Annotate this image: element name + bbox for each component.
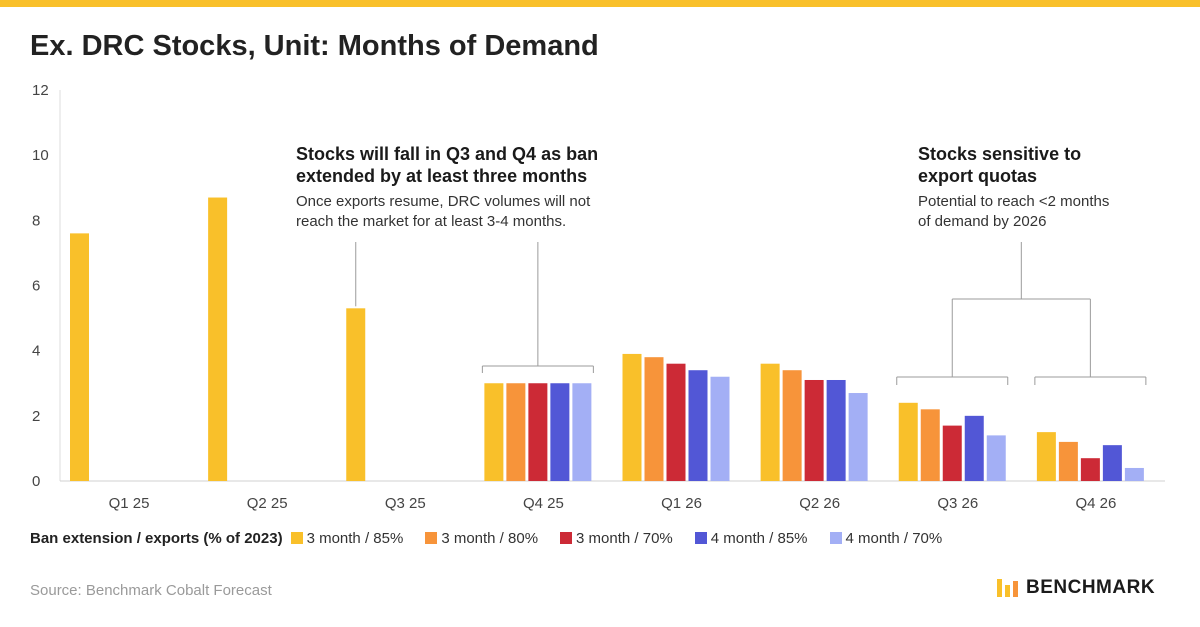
bar xyxy=(70,233,89,481)
bar xyxy=(710,376,730,481)
bar xyxy=(644,357,664,481)
legend-item-4m-70: 4 month / 70% xyxy=(829,529,943,547)
bar xyxy=(760,363,780,481)
bar xyxy=(826,379,846,481)
bar xyxy=(550,383,570,481)
x-tick-label: Q4 25 xyxy=(523,495,564,512)
annotation-body: of demand by 2026 xyxy=(918,213,1046,230)
annotation-body: reach the market for at least 3-4 months… xyxy=(296,213,566,230)
y-tick-label: 10 xyxy=(32,147,49,164)
top-accent-bar xyxy=(0,0,1200,7)
bar xyxy=(346,308,366,481)
bar xyxy=(1102,445,1122,481)
annotation-heading: Stocks sensitive to xyxy=(918,144,1081,164)
bar xyxy=(666,363,686,481)
y-tick-label: 4 xyxy=(32,343,40,360)
annotation-body: Potential to reach <2 months xyxy=(918,193,1109,210)
bar xyxy=(804,379,824,481)
bar xyxy=(942,425,962,481)
annotation-heading: extended by at least three months xyxy=(296,166,587,186)
legend-swatch xyxy=(829,532,842,544)
legend-item-4m-85: 4 month / 85% xyxy=(694,529,808,547)
legend-swatch xyxy=(694,532,707,544)
legend-title: Ban extension / exports (% of 2023) xyxy=(30,529,283,547)
bar xyxy=(208,197,228,481)
legend-item-3m-70: 3 month / 70% xyxy=(560,530,673,547)
x-tick-label: Q2 25 xyxy=(247,495,288,512)
x-tick-label: Q3 25 xyxy=(385,495,426,512)
bar xyxy=(986,435,1006,481)
legend-label: 3 month / 70% xyxy=(576,529,673,547)
benchmark-logo-icon xyxy=(997,579,1018,597)
chart-title: Ex. DRC Stocks, Unit: Months of Demand xyxy=(30,30,599,62)
bar xyxy=(1080,458,1100,481)
legend-item-3m-85: 3 month / 85% xyxy=(290,529,404,547)
y-tick-label: 6 xyxy=(32,278,40,295)
bar xyxy=(506,383,526,481)
bar xyxy=(688,370,708,481)
bar xyxy=(484,383,504,481)
x-tick-label: Q4 26 xyxy=(1076,495,1117,512)
bar xyxy=(964,415,984,481)
bar xyxy=(898,402,918,481)
y-tick-label: 8 xyxy=(32,212,40,229)
bar xyxy=(848,393,868,481)
legend-swatch xyxy=(560,532,573,544)
x-tick-label: Q1 26 xyxy=(661,495,702,512)
brand-logo: BENCHMARK xyxy=(996,576,1155,600)
bar xyxy=(1036,432,1056,481)
x-tick-label: Q1 25 xyxy=(109,495,150,512)
bar xyxy=(1124,467,1144,481)
bar xyxy=(1058,441,1078,481)
bar xyxy=(528,383,548,481)
legend-label: 4 month / 70% xyxy=(845,529,943,547)
y-tick-label: 0 xyxy=(32,473,40,490)
legend-item-3m-80: 3 month / 80% xyxy=(425,530,538,547)
annotation-heading: export quotas xyxy=(918,166,1037,186)
bar xyxy=(572,383,592,481)
x-tick-label: Q3 26 xyxy=(937,495,978,512)
brand-name: BENCHMARK xyxy=(1026,577,1156,598)
y-tick-label: 2 xyxy=(32,408,40,425)
legend-label: 3 month / 85% xyxy=(306,529,404,547)
bar xyxy=(920,409,940,481)
annotation-body: Once exports resume, DRC volumes will no… xyxy=(296,193,591,210)
legend-label: 4 month / 85% xyxy=(710,529,808,547)
legend-label: 3 month / 80% xyxy=(441,529,539,547)
legend-swatch xyxy=(425,532,438,544)
legend-swatch xyxy=(290,532,303,544)
x-tick-label: Q2 26 xyxy=(799,495,840,512)
source-note: Source: Benchmark Cobalt Forecast xyxy=(30,582,272,599)
bar xyxy=(622,353,642,481)
bar xyxy=(782,370,802,481)
y-tick-label: 12 xyxy=(32,82,49,99)
legend: Ban extension / exports (% of 2023) 3 mo… xyxy=(30,528,964,548)
annotation-heading: Stocks will fall in Q3 and Q4 as ban xyxy=(296,144,598,164)
